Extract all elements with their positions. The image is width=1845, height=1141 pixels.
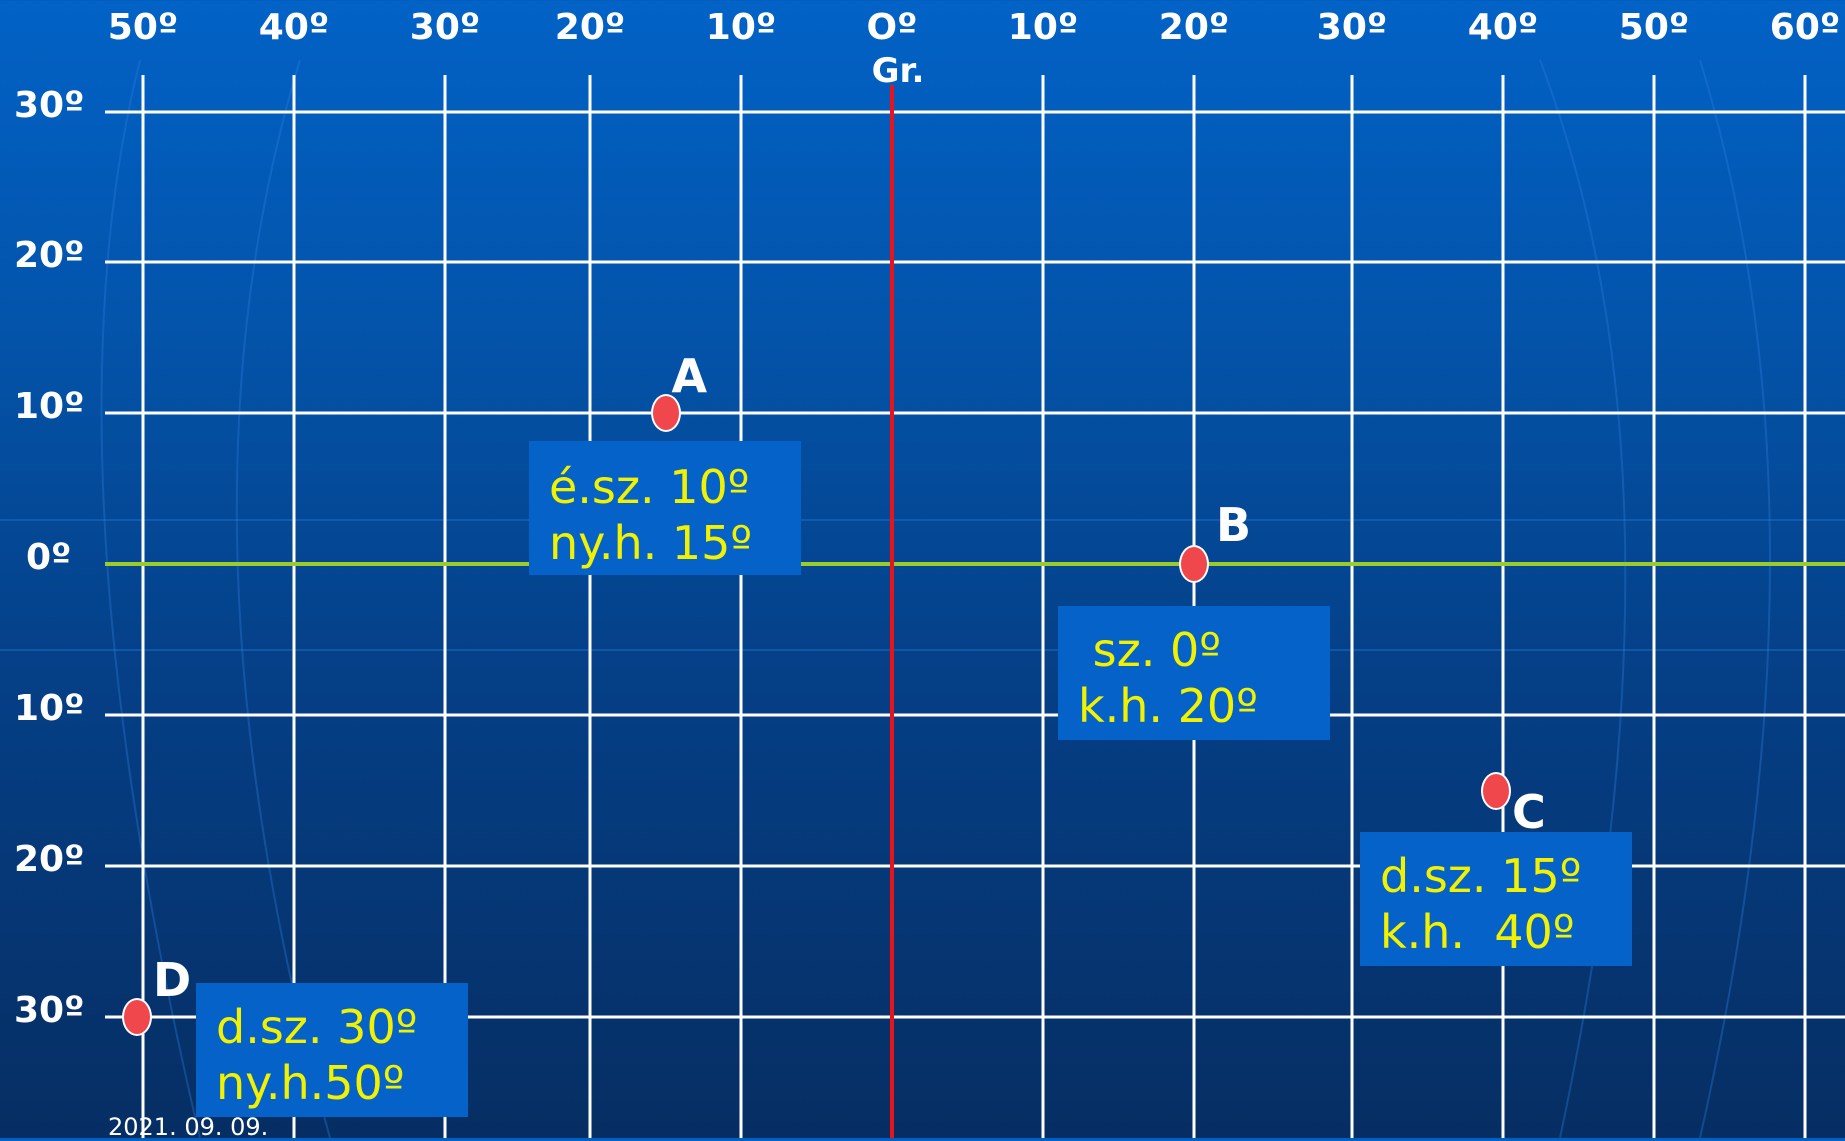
point-c-longitude: k.h. 40º bbox=[1380, 905, 1575, 959]
point-d-latitude: d.sz. 30º bbox=[216, 1000, 418, 1054]
point-d-marker bbox=[122, 998, 152, 1036]
latitude-label: 10º bbox=[14, 386, 85, 427]
point-b-letter: B bbox=[1216, 498, 1252, 552]
longitude-label: 30º bbox=[1316, 7, 1388, 48]
greenwich-label: Gr. bbox=[871, 51, 925, 91]
longitude-label: 50º bbox=[1618, 7, 1690, 48]
latitude-label: 20º bbox=[14, 235, 85, 276]
longitude-label: 10º bbox=[1007, 7, 1079, 48]
latitude-label-equator: 0º bbox=[26, 537, 72, 578]
globe-curves-decoration bbox=[0, 59, 1845, 1138]
longitude-label: 50º bbox=[107, 7, 179, 48]
longitude-label: 20º bbox=[554, 7, 626, 48]
longitude-label: 20º bbox=[1158, 7, 1230, 48]
longitude-label: 10º bbox=[705, 7, 777, 48]
meridian-lines bbox=[141, 75, 1807, 1138]
longitude-label: 40º bbox=[1467, 7, 1539, 48]
point-a-coordinates-box: é.sz. 10º ny.h. 15º bbox=[529, 441, 801, 575]
point-a-latitude: é.sz. 10º bbox=[549, 460, 750, 514]
latitude-label: 10º bbox=[14, 688, 85, 729]
point-c-letter: C bbox=[1512, 784, 1546, 839]
longitude-label-prime: Oº bbox=[866, 7, 918, 48]
longitude-label: 40º bbox=[258, 7, 330, 48]
point-d-letter: D bbox=[153, 953, 192, 1007]
point-c-marker bbox=[1481, 771, 1511, 810]
point-a-marker bbox=[650, 394, 681, 432]
point-b-marker bbox=[1179, 545, 1209, 583]
latitude-label: 30º bbox=[14, 990, 85, 1031]
point-c-coordinates-box: d.sz. 15º k.h. 40º bbox=[1360, 832, 1632, 966]
point-b-latitude: sz. 0º bbox=[1078, 623, 1221, 677]
point-d-longitude: ny.h.50º bbox=[216, 1056, 405, 1110]
point-c-latitude: d.sz. 15º bbox=[1380, 849, 1582, 903]
point-b-longitude: k.h. 20º bbox=[1078, 679, 1258, 733]
point-b-coordinates-box: sz. 0º k.h. 20º bbox=[1058, 606, 1330, 740]
latitude-label: 30º bbox=[14, 85, 85, 126]
point-a-longitude: ny.h. 15º bbox=[549, 516, 753, 570]
point-a-letter: A bbox=[671, 349, 708, 403]
footer-date: 2021. 09. 09. bbox=[108, 1113, 269, 1141]
point-d-coordinates-box: d.sz. 30º ny.h.50º bbox=[196, 983, 468, 1117]
longitude-label: 30º bbox=[409, 7, 481, 48]
longitude-label: 60º bbox=[1769, 7, 1841, 48]
latitude-label: 20º bbox=[14, 839, 85, 880]
